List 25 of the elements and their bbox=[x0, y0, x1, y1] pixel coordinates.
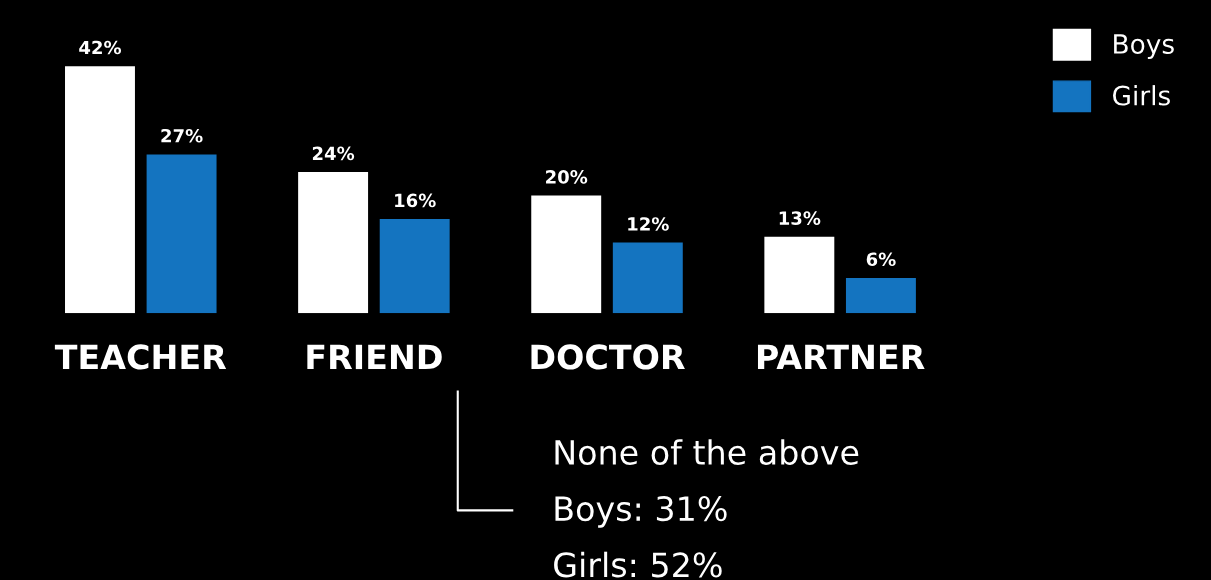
data-label: 12% bbox=[628, 217, 669, 231]
data-label: 27% bbox=[161, 128, 203, 143]
bar bbox=[379, 219, 450, 314]
data-label: 42% bbox=[79, 40, 122, 55]
bar bbox=[65, 66, 135, 314]
x-tick-label: DOCTOR bbox=[531, 344, 685, 370]
data-label: 6% bbox=[866, 252, 896, 267]
bar bbox=[531, 195, 602, 314]
legend-label: Girls bbox=[1113, 85, 1170, 106]
x-tick-label: PARTNER bbox=[757, 344, 925, 370]
data-label: 13% bbox=[779, 211, 821, 225]
bar bbox=[298, 172, 369, 314]
bar bbox=[764, 236, 835, 314]
text: None of the above bbox=[555, 439, 859, 465]
legend-label: Boys bbox=[1114, 34, 1174, 60]
text: Girls: 52% bbox=[554, 551, 722, 578]
data-label: 16% bbox=[395, 193, 436, 208]
data-label: 20% bbox=[546, 170, 588, 184]
text: Boys: 31% bbox=[555, 496, 727, 528]
x-tick-label: FRIEND bbox=[307, 344, 442, 370]
x-tick-label: TEACHER bbox=[54, 344, 227, 370]
bar bbox=[612, 242, 683, 314]
data-label: 24% bbox=[312, 146, 355, 161]
bar bbox=[146, 154, 217, 314]
bar bbox=[845, 277, 916, 314]
